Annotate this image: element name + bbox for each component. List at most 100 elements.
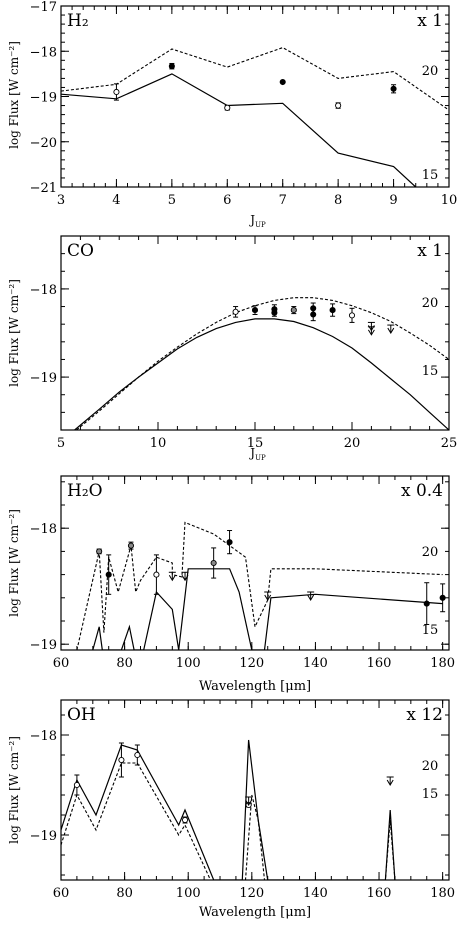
model-label-15: 15	[422, 787, 439, 802]
model-line-15	[61, 73, 417, 187]
x-tick-label: 10	[441, 193, 458, 208]
upper-limit-arrow	[307, 594, 315, 601]
y-tick-label: −19	[30, 638, 57, 653]
x-tick-label: 80	[116, 656, 133, 671]
data-point	[210, 559, 217, 567]
data-point	[118, 756, 125, 764]
x-tick-label: 140	[303, 886, 328, 901]
model-line-20	[76, 521, 443, 650]
y-tick-label: −19	[30, 371, 57, 386]
data-point	[348, 312, 356, 319]
data-point	[153, 571, 160, 578]
x-tick-label: 9	[389, 193, 397, 208]
model-label-15: 15	[422, 623, 439, 638]
data-point	[423, 600, 430, 607]
y-tick-label: −20	[30, 136, 57, 151]
x-tick-label: 10	[150, 436, 167, 451]
upper-limit-arrow	[245, 799, 253, 806]
panel-oh: 60 80 100 120 140 160 180 −19 −18 log Flux [W cm⁻…	[7, 699, 455, 920]
x-tick-label: 120	[239, 656, 264, 671]
panel-h2o: 60 80 100 120 140 160 180 −19 −18 log Flux [W cm⁻…	[7, 475, 455, 694]
y-tick-label: −17	[30, 0, 57, 15]
y-tick-label: −19	[30, 91, 57, 106]
upper-limit-arrow	[387, 327, 395, 335]
data-point	[232, 308, 239, 315]
data-point	[271, 309, 278, 316]
species-label: OH	[67, 705, 96, 725]
scale-label: x 12	[406, 705, 443, 725]
model-label-15: 15	[422, 168, 439, 183]
x-tick-label: 160	[367, 656, 392, 671]
model-line-20	[61, 762, 396, 880]
data-point	[226, 539, 233, 546]
data-point	[279, 78, 286, 86]
data-point	[390, 85, 397, 92]
x-tick-label: 120	[239, 886, 264, 901]
x-axis-label-subscript: UP	[255, 454, 266, 462]
model-label-20: 20	[422, 296, 439, 311]
data-point	[335, 102, 342, 109]
x-tick-label: 180	[430, 886, 455, 901]
model-curves	[61, 739, 396, 880]
model-line-15	[92, 568, 443, 650]
plot-frame	[60, 5, 450, 188]
x-axis-label: Wavelength [μm]	[199, 905, 311, 920]
data-point	[181, 816, 189, 824]
model-line-20	[76, 297, 449, 430]
x-tick-label: 20	[344, 436, 361, 451]
x-tick-label: 140	[303, 656, 328, 671]
model-line-20	[61, 46, 449, 111]
model-curves	[61, 46, 449, 187]
model-line-15	[74, 318, 449, 430]
x-tick-label: 25	[441, 436, 458, 451]
upper-limit-arrow	[168, 575, 176, 582]
y-tick-label: −19	[30, 829, 57, 844]
x-tick-label: 5	[168, 193, 176, 208]
data-point	[168, 63, 175, 70]
x-tick-label: 60	[53, 886, 70, 901]
data-point	[224, 104, 231, 111]
x-axis-label: JUP	[248, 213, 266, 229]
data-point	[251, 307, 259, 314]
y-axis-label: log Flux [W cm⁻²]	[7, 41, 21, 149]
scale-label: x 0.4	[401, 481, 443, 501]
x-tick-label: 80	[116, 886, 133, 901]
model-curves	[74, 297, 449, 430]
y-tick-label: −21	[30, 181, 57, 196]
scale-label: x 1	[417, 11, 443, 31]
x-tick-label: 15	[247, 436, 264, 451]
data-point	[105, 571, 112, 578]
x-tick-label: 3	[57, 193, 65, 208]
y-tick-label: −18	[30, 45, 57, 60]
x-tick-label: 60	[53, 656, 70, 671]
x-tick-label: 4	[112, 193, 120, 208]
upper-limit-arrow	[181, 575, 189, 582]
x-tick-label: 100	[176, 656, 201, 671]
x-tick-label: 8	[334, 193, 342, 208]
x-tick-label: 180	[430, 656, 455, 671]
species-label: H₂O	[67, 481, 103, 501]
y-tick-label: −18	[30, 522, 57, 537]
upper-limit-arrow	[386, 779, 394, 786]
x-tick-label: 160	[367, 886, 392, 901]
plot-frame	[60, 699, 450, 881]
data-point	[439, 594, 446, 601]
data-point	[134, 751, 141, 759]
y-tick-label: −18	[30, 729, 57, 744]
data-point	[96, 548, 103, 555]
upper-limit-arrow	[367, 329, 375, 336]
x-axis-label: Wavelength [μm]	[199, 679, 311, 694]
data-point	[73, 781, 80, 789]
y-tick-label: −18	[30, 283, 57, 298]
y-axis-label: log Flux [W cm⁻²]	[7, 279, 21, 387]
x-axis-label-subscript: UP	[255, 221, 266, 229]
scale-label: x 1	[417, 241, 443, 261]
model-label-15: 15	[422, 364, 439, 379]
species-label: CO	[67, 241, 94, 261]
y-axis-label: log Flux [W cm⁻²]	[7, 736, 21, 844]
data-point	[329, 307, 336, 314]
model-curves	[76, 521, 443, 650]
model-line-15	[61, 739, 396, 880]
upper-limit-arrow	[264, 594, 272, 601]
